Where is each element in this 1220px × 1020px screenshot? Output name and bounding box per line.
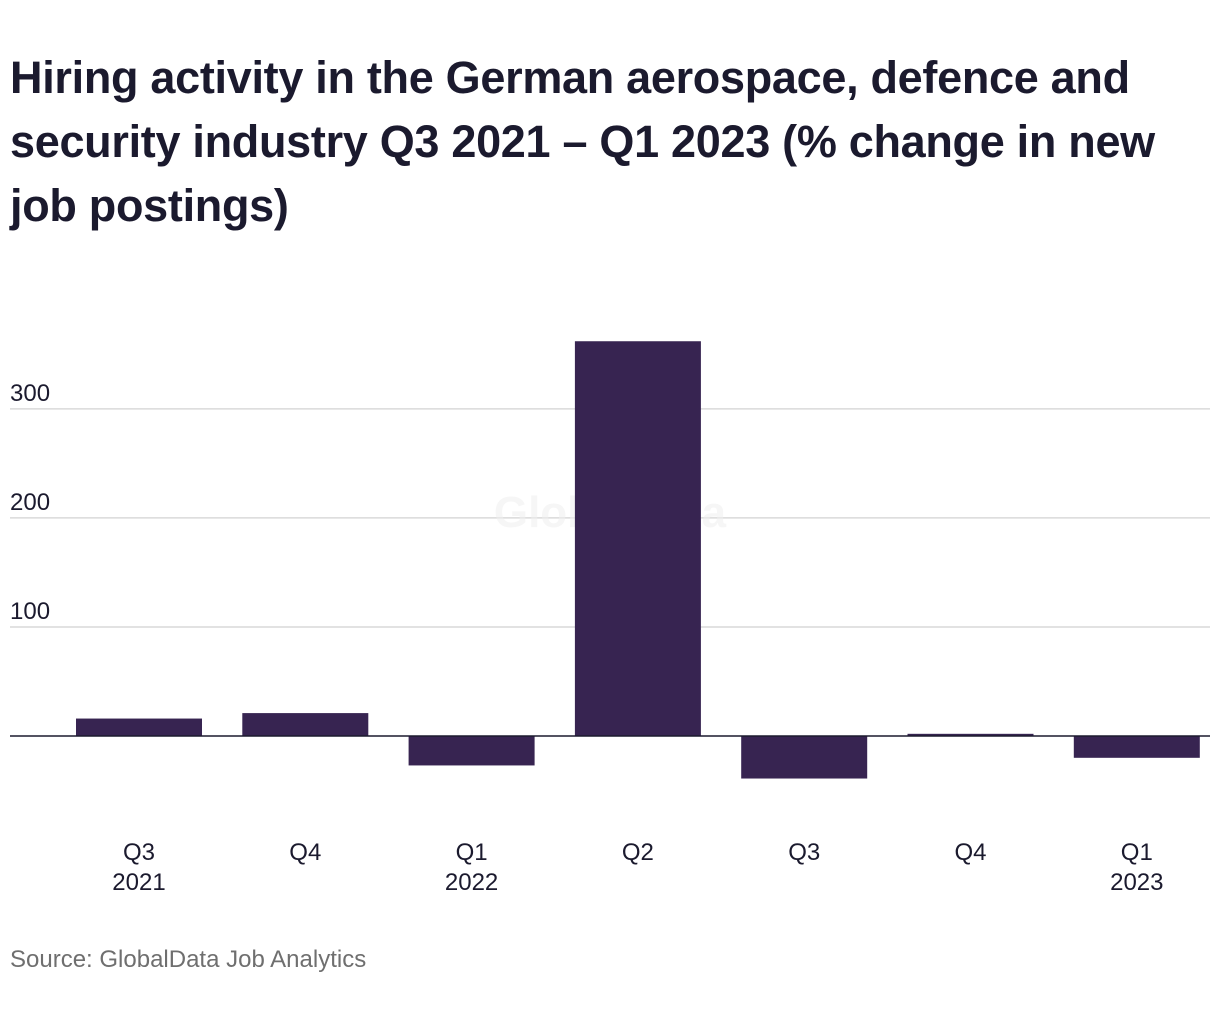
- x-tick-label: 2021: [112, 869, 165, 896]
- x-tick-label: 2022: [445, 869, 498, 896]
- y-tick-label: 300: [10, 380, 50, 407]
- bar: [76, 718, 202, 736]
- y-tick-label: 200: [10, 489, 50, 516]
- bar: [907, 733, 1034, 736]
- bar: [574, 341, 701, 736]
- x-tick-label: Q3: [788, 839, 820, 866]
- x-tick-labels: Q3 2021 Q4 Q1 2022 Q2 Q3 Q4 Q1 2023: [112, 839, 1163, 896]
- bars: [76, 341, 1200, 779]
- x-tick-label: Q1: [1121, 839, 1153, 866]
- bar: [242, 713, 369, 736]
- x-tick-label: Q2: [622, 839, 654, 866]
- x-tick-label: Q3: [123, 839, 155, 866]
- x-tick-label: Q4: [289, 839, 321, 866]
- bar: [408, 736, 535, 766]
- bar: [1073, 736, 1200, 758]
- x-tick-label: Q1: [456, 839, 488, 866]
- y-tick-label: 100: [10, 598, 50, 625]
- y-tick-labels: 100 200 300: [10, 380, 50, 625]
- bar: [741, 736, 868, 779]
- chart-title: Hiring activity in the German aerospace,…: [10, 52, 1155, 231]
- x-tick-label: 2023: [1110, 869, 1163, 896]
- x-tick-label: Q4: [954, 839, 986, 866]
- source-note: Source: GlobalData Job Analytics: [10, 946, 367, 973]
